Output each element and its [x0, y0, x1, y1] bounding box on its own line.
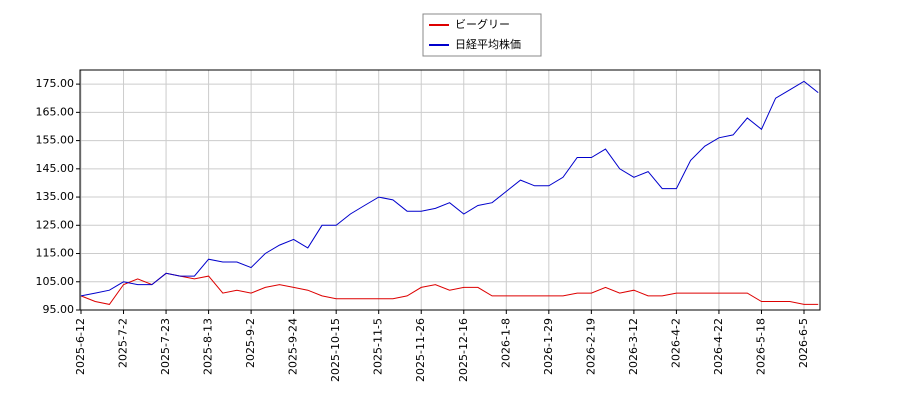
- legend-box: [422, 13, 542, 57]
- x-tick-label: 2026-5-18: [754, 318, 767, 375]
- y-tick-label: 135.00: [36, 190, 75, 203]
- plot-area: [79, 69, 821, 311]
- y-tick-label: 115.00: [36, 247, 75, 260]
- x-tick-label: 2026-4-2: [669, 318, 682, 368]
- x-tick-label: 2025-10-15: [329, 318, 342, 382]
- x-tick-label: 2025-7-2: [117, 318, 130, 368]
- x-tick-label: 2025-7-23: [159, 318, 172, 375]
- series-line: [80, 80, 819, 297]
- legend-label: 日経平均株価: [455, 37, 521, 51]
- y-tick-label: 95.00: [43, 303, 75, 316]
- x-tick-label: 2026-6-5: [797, 318, 810, 368]
- y-tick-label: 125.00: [36, 218, 75, 231]
- x-tick-label: 2025-11-26: [414, 318, 427, 382]
- plot-frame: [79, 69, 821, 311]
- x-tick-label: 2025-6-12: [74, 318, 87, 375]
- legend-label: ビーグリー: [455, 17, 510, 31]
- y-tick-label: 175.00: [36, 77, 75, 90]
- x-tick-label: 2026-4-22: [712, 318, 725, 375]
- y-tick-label: 105.00: [36, 275, 75, 288]
- x-tick-label: 2025-12-16: [457, 318, 470, 382]
- x-tick-label: 2025-8-13: [202, 318, 215, 375]
- series-line: [80, 272, 819, 305]
- x-tick-label: 2025-11-5: [372, 318, 385, 375]
- x-tick-label: 2026-2-19: [584, 318, 597, 375]
- y-tick-label: 155.00: [36, 134, 75, 147]
- x-tick-label: 2025-9-24: [287, 318, 300, 375]
- x-tick-label: 2026-1-8: [499, 318, 512, 368]
- x-tick-label: 2026-1-29: [542, 318, 555, 375]
- x-tick-label: 2025-9-2: [244, 318, 257, 368]
- y-tick-label: 165.00: [36, 105, 75, 118]
- x-tick-label: 2026-3-12: [627, 318, 640, 375]
- y-tick-label: 145.00: [36, 162, 75, 175]
